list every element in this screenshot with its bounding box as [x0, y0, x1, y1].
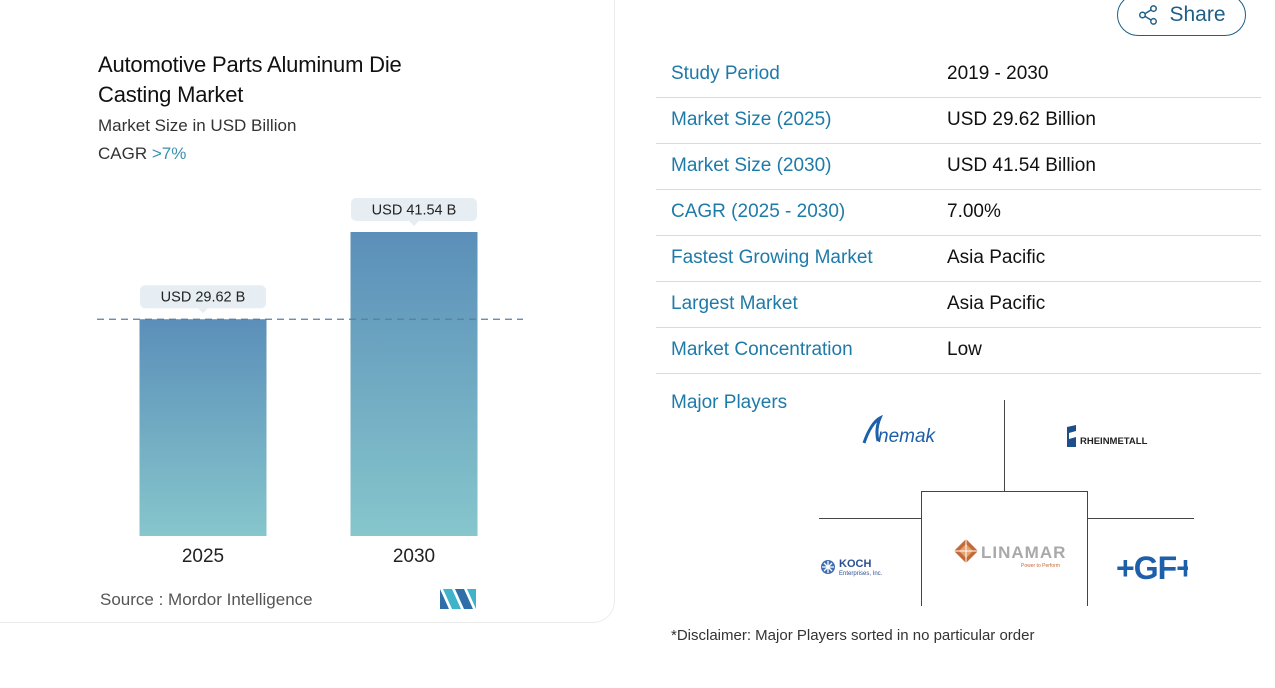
- svg-text:+GF+: +GF+: [1116, 550, 1188, 584]
- svg-text:USD 29.62 B: USD 29.62 B: [161, 290, 246, 306]
- cagr-label: CAGR: [98, 144, 148, 163]
- linamar-logo: LINAMAR Power to Perform: [954, 539, 1065, 569]
- svg-text:USD 41.54 B: USD 41.54 B: [372, 203, 457, 219]
- market-stats-table: Study Period 2019 - 2030 Market Size (20…: [656, 52, 1261, 374]
- stat-row: Market Concentration Low: [656, 328, 1261, 374]
- svg-text:Enterprises, Inc.: Enterprises, Inc.: [839, 571, 883, 577]
- stat-value: Asia Pacific: [947, 293, 1046, 314]
- stat-row: CAGR (2025 - 2030) 7.00%: [656, 190, 1261, 236]
- cagr-value: >7%: [151, 144, 187, 163]
- stat-label: Fastest Growing Market: [671, 247, 873, 268]
- stat-value: USD 29.62 Billion: [947, 109, 1096, 130]
- chart-card: [0, 0, 615, 623]
- bar-chart: USD 29.62 B USD 41.54 B 2025 2030: [97, 198, 523, 567]
- stat-label: Study Period: [671, 63, 780, 84]
- stat-value: 7.00%: [947, 201, 1001, 222]
- svg-text:nemak: nemak: [878, 426, 937, 445]
- koch-logo: KOCH Enterprises, Inc.: [821, 558, 883, 577]
- players-divider: [819, 518, 921, 519]
- share-button[interactable]: Share: [1117, 0, 1246, 36]
- players-divider: [1004, 400, 1005, 491]
- stat-value: 2019 - 2030: [947, 63, 1049, 84]
- bar-2030: [350, 232, 478, 536]
- stat-row: Largest Market Asia Pacific: [656, 282, 1261, 328]
- svg-text:LINAMAR: LINAMAR: [981, 543, 1065, 562]
- x-tick-label: 2030: [393, 546, 435, 567]
- x-tick-label: 2025: [182, 546, 224, 567]
- svg-text:RHEINMETALL: RHEINMETALL: [1080, 436, 1148, 447]
- stat-label: CAGR (2025 - 2030): [671, 201, 846, 222]
- share-label: Share: [1169, 3, 1226, 26]
- stat-row: Market Size (2025) USD 29.62 Billion: [656, 98, 1261, 144]
- players-divider: [1088, 518, 1194, 519]
- stat-value: Low: [947, 339, 982, 360]
- major-players-label: Major Players: [671, 392, 788, 413]
- share-icon: [1139, 5, 1158, 25]
- nemak-logo: nemak: [862, 415, 937, 445]
- mordor-intelligence-logo: [440, 589, 476, 609]
- data-label-2025: USD 29.62 B: [140, 285, 266, 314]
- chart-subtitle: Market Size in USD Billion: [98, 116, 297, 135]
- gf-logo: +GF+: [1116, 550, 1188, 584]
- stat-row: Market Size (2030) USD 41.54 Billion: [656, 144, 1261, 190]
- data-label-2030: USD 41.54 B: [351, 198, 477, 226]
- stat-value: USD 41.54 Billion: [947, 155, 1096, 176]
- rheinmetall-logo: RHEINMETALL: [1067, 425, 1148, 447]
- source-text: Source : Mordor Intelligence: [100, 590, 313, 609]
- stat-value: Asia Pacific: [947, 247, 1046, 268]
- cagr-row: CAGR >7%: [98, 144, 186, 164]
- stat-label: Market Size (2025): [671, 109, 832, 130]
- bar-2025: [139, 319, 267, 536]
- svg-text:KOCH: KOCH: [839, 558, 871, 570]
- players-center-box: [921, 491, 1088, 606]
- stat-label: Market Concentration: [671, 339, 853, 360]
- chart-title: Automotive Parts Aluminum Die Casting Ma…: [98, 52, 402, 107]
- stat-label: Largest Market: [671, 293, 798, 314]
- stat-row: Fastest Growing Market Asia Pacific: [656, 236, 1261, 282]
- svg-text:Power to Perform: Power to Perform: [1021, 563, 1060, 569]
- stat-label: Market Size (2030): [671, 155, 832, 176]
- disclaimer: *Disclaimer: Major Players sorted in no …: [671, 627, 1035, 644]
- stat-row: Study Period 2019 - 2030: [656, 52, 1261, 98]
